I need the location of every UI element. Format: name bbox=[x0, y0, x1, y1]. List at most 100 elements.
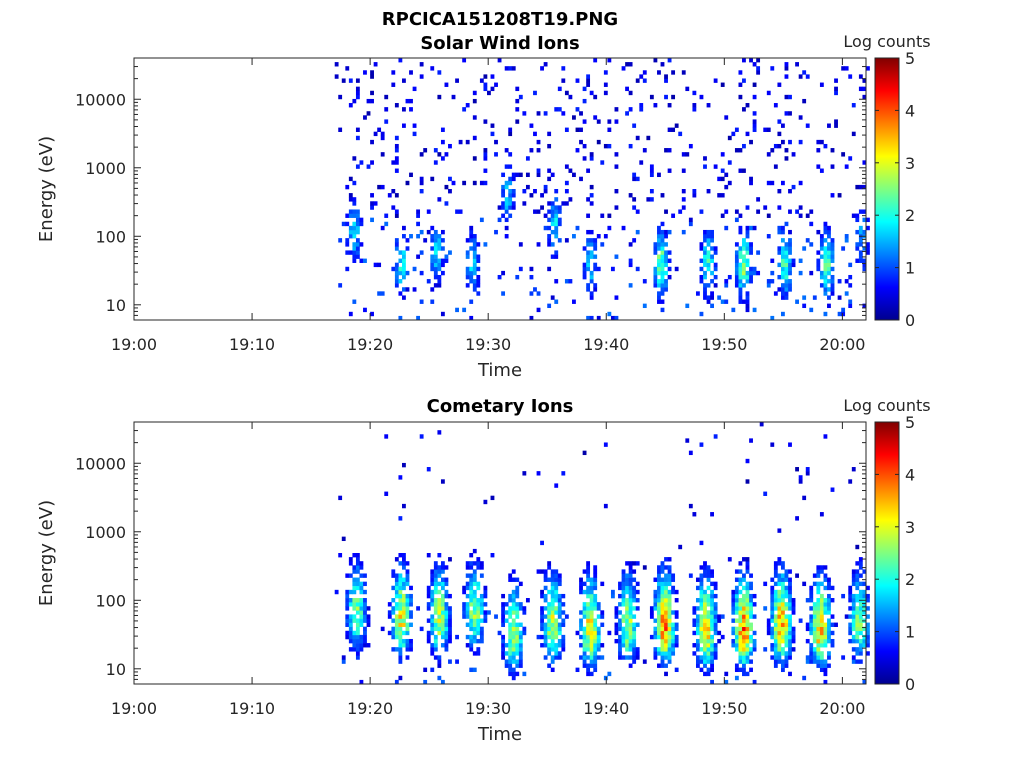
spectrogram-cell bbox=[784, 156, 789, 161]
spectrogram-cell bbox=[547, 565, 552, 570]
spectrogram-cell bbox=[504, 66, 509, 71]
spectrogram-cell bbox=[589, 577, 594, 582]
spectrogram-cell bbox=[437, 602, 442, 607]
spectrogram-cell bbox=[780, 651, 785, 656]
spectrogram-cell bbox=[752, 602, 757, 607]
spectrogram-cell bbox=[575, 127, 580, 132]
spectrogram-cell bbox=[745, 303, 750, 309]
spectrogram-cell bbox=[607, 127, 612, 132]
spectrogram-cell bbox=[621, 634, 626, 640]
spectrogram-cell bbox=[819, 610, 824, 615]
spectrogram-cell bbox=[398, 573, 403, 578]
spectrogram-cell bbox=[809, 655, 814, 660]
spectrogram-cell bbox=[352, 229, 357, 235]
spectrogram-cell bbox=[749, 266, 753, 272]
spectrogram-cell bbox=[766, 622, 771, 627]
spectrogram-cell bbox=[593, 585, 598, 591]
spectrogram-cell bbox=[440, 561, 445, 566]
spectrogram-cell bbox=[812, 295, 817, 300]
spectrogram-cell bbox=[483, 148, 488, 153]
spectrogram-cell bbox=[738, 610, 743, 615]
spectrogram-cell bbox=[398, 618, 403, 623]
spectrogram-cell bbox=[437, 589, 442, 595]
spectrogram-cell bbox=[692, 610, 697, 615]
spectrogram-cell bbox=[706, 598, 711, 603]
spectrogram-cell bbox=[501, 184, 506, 190]
spectrogram-cell bbox=[628, 242, 633, 247]
spectrogram-cell bbox=[777, 634, 782, 640]
spectrogram-cell bbox=[862, 86, 867, 92]
spectrogram-cell bbox=[809, 270, 814, 276]
spectrogram-cell bbox=[518, 242, 523, 247]
spectrogram-cell bbox=[742, 602, 746, 607]
spectrogram-cell bbox=[572, 172, 576, 178]
spectrogram-cell bbox=[816, 610, 821, 615]
spectrogram-cell bbox=[472, 270, 477, 276]
spectrogram-cell bbox=[508, 659, 513, 664]
spectrogram-cell bbox=[543, 577, 548, 582]
spectrogram-cell bbox=[589, 156, 594, 161]
spectrogram-cell bbox=[409, 643, 413, 648]
spectrogram-cell bbox=[352, 250, 357, 255]
spectrogram-cell bbox=[642, 279, 647, 284]
spectrogram-cell bbox=[667, 659, 672, 664]
spectrogram-cell bbox=[858, 622, 863, 627]
spectrogram-cell bbox=[812, 610, 817, 615]
spectrogram-cell bbox=[529, 148, 534, 153]
spectrogram-cell bbox=[727, 180, 732, 186]
spectrogram-cell bbox=[564, 614, 569, 619]
spectrogram-cell bbox=[394, 634, 399, 640]
spectrogram-cell bbox=[479, 606, 484, 611]
spectrogram-cell bbox=[649, 172, 654, 178]
spectrogram-cell bbox=[618, 585, 622, 591]
spectrogram-cell bbox=[745, 262, 750, 268]
spectrogram-cell bbox=[412, 287, 417, 292]
spectrogram-cell bbox=[844, 164, 849, 169]
spectrogram-cell bbox=[384, 94, 389, 100]
spectrogram-cell bbox=[827, 602, 831, 607]
spectrogram-cell bbox=[515, 274, 520, 280]
spectrogram-cell bbox=[841, 66, 846, 71]
spectrogram-cell bbox=[554, 205, 559, 210]
spectrogram-cell bbox=[472, 593, 477, 599]
spectrogram-cell bbox=[479, 561, 484, 566]
spectrogram-cell bbox=[695, 585, 700, 591]
spectrogram-cell bbox=[703, 651, 707, 656]
spectrogram-cell bbox=[550, 229, 555, 235]
spectrogram-cell bbox=[862, 638, 867, 644]
spectrogram-cell bbox=[745, 229, 750, 235]
spectrogram-cell bbox=[472, 569, 477, 574]
spectrogram-cell bbox=[664, 618, 668, 623]
spectrogram-cell bbox=[476, 598, 481, 603]
spectrogram-cell bbox=[472, 98, 477, 104]
spectrogram-cell bbox=[738, 168, 743, 173]
spectrogram-cell bbox=[437, 614, 442, 619]
spectrogram-cell bbox=[437, 430, 442, 435]
spectrogram-cell bbox=[582, 143, 587, 149]
spectrogram-cell bbox=[653, 279, 658, 284]
spectrogram-cell bbox=[657, 589, 661, 595]
spectrogram-cell bbox=[657, 593, 661, 599]
spectrogram-cell bbox=[444, 630, 449, 636]
spectrogram-cell bbox=[345, 614, 350, 619]
spectrogram-cell bbox=[784, 258, 789, 263]
spectrogram-cell bbox=[664, 283, 668, 288]
spectrogram-cell bbox=[766, 180, 771, 186]
spectrogram-cell bbox=[543, 573, 548, 578]
spectrogram-cell bbox=[405, 561, 410, 566]
spectrogram-cell bbox=[589, 315, 594, 321]
spectrogram-cell bbox=[830, 643, 835, 648]
spectrogram-cell bbox=[359, 606, 364, 611]
spectrogram-cell bbox=[363, 610, 367, 615]
spectrogram-cell bbox=[851, 598, 856, 603]
x-axis-ticks: 19:00 19:10 19:20 19:30 19:40 19:50 20:00 bbox=[111, 58, 865, 354]
spectrogram-cell bbox=[858, 74, 863, 79]
spectrogram-cell bbox=[557, 238, 562, 243]
spectrogram-cell bbox=[472, 602, 477, 607]
spectrogram-cell bbox=[433, 569, 438, 574]
spectrogram-cell bbox=[664, 585, 668, 591]
spectrogram-cell bbox=[596, 626, 601, 632]
spectrogram-cell bbox=[518, 634, 523, 640]
spectrogram-cell bbox=[423, 238, 428, 243]
